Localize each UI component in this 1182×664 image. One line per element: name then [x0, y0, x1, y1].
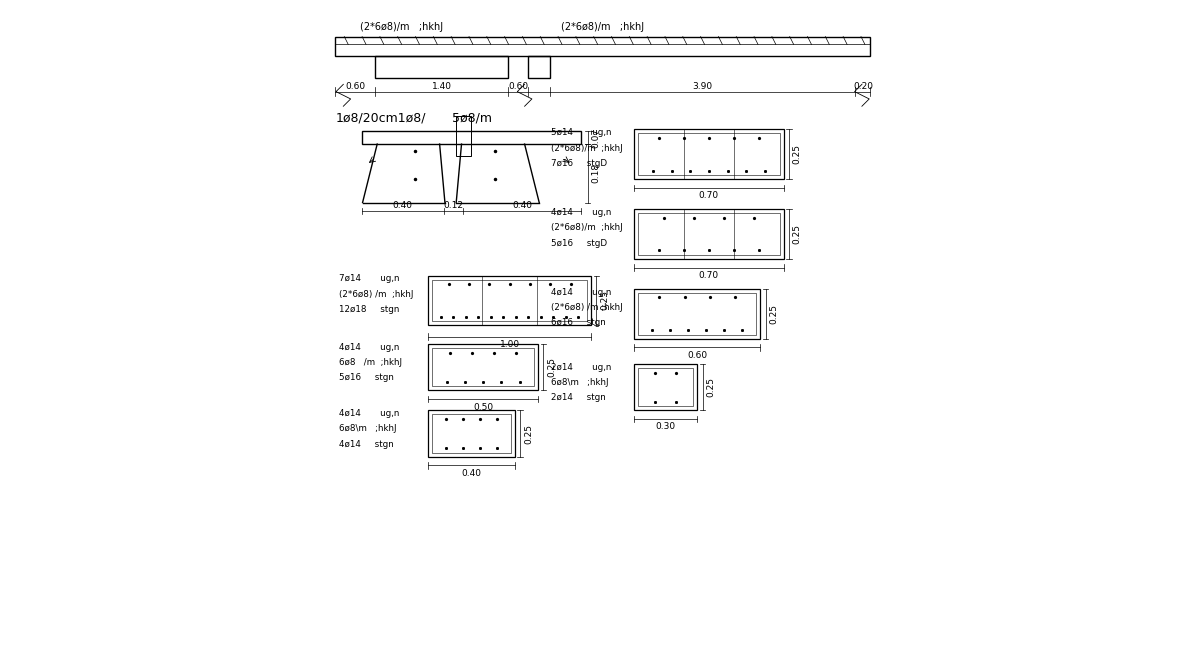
Bar [638, 293, 756, 335]
Bar [638, 368, 694, 406]
Text: 0.25: 0.25 [707, 377, 715, 397]
Text: 0.50: 0.50 [473, 402, 493, 412]
Text: 0.12: 0.12 [443, 201, 463, 210]
Text: 4ø14     stgn: 4ø14 stgn [339, 440, 394, 449]
Text: 0.20: 0.20 [853, 82, 873, 91]
Text: 0.25: 0.25 [769, 303, 779, 324]
Text: 1.00: 1.00 [500, 340, 520, 349]
Bar [375, 56, 508, 78]
Bar [528, 56, 550, 78]
Text: 0.25: 0.25 [547, 357, 557, 377]
Text: 0.25: 0.25 [793, 144, 801, 165]
Bar [336, 37, 870, 56]
Text: 4ø14       ug,n: 4ø14 ug,n [551, 208, 611, 217]
Text: (2*6ø8)/m   ;hkhJ: (2*6ø8)/m ;hkhJ [361, 21, 443, 32]
Bar [635, 209, 784, 259]
Text: 0.60: 0.60 [345, 82, 365, 91]
Text: 5ø16     stgn: 5ø16 stgn [339, 373, 394, 382]
Text: 0.60: 0.60 [687, 351, 707, 360]
Text: 0.25: 0.25 [793, 224, 801, 244]
Text: 0.25: 0.25 [524, 424, 533, 444]
Text: 6ø8   /m  ;hkhJ: 6ø8 /m ;hkhJ [339, 358, 402, 367]
Text: 5ø16     stgD: 5ø16 stgD [551, 238, 608, 248]
Bar [638, 213, 780, 255]
Text: 0.25: 0.25 [600, 290, 609, 311]
Bar [433, 348, 534, 386]
Text: 2ø14     stgn: 2ø14 stgn [551, 393, 606, 402]
Bar [635, 364, 697, 410]
Text: 6ø8\m   ;hkhJ: 6ø8\m ;hkhJ [339, 424, 396, 434]
Text: 0.18: 0.18 [592, 163, 600, 183]
Text: 6ø16     stgn: 6ø16 stgn [551, 318, 606, 327]
Bar [455, 116, 472, 156]
Bar [433, 414, 511, 453]
Text: 12ø18     stgn: 12ø18 stgn [339, 305, 400, 314]
Text: (2*6ø8)/m  ;hkhJ: (2*6ø8)/m ;hkhJ [551, 143, 623, 153]
Text: 6ø8\m   ;hkhJ: 6ø8\m ;hkhJ [551, 378, 609, 387]
Text: 0.60: 0.60 [508, 82, 528, 91]
Text: (2*6ø8)/m   ;hkhJ: (2*6ø8)/m ;hkhJ [561, 21, 644, 32]
Text: 0.70: 0.70 [699, 271, 719, 280]
Text: 3.90: 3.90 [693, 82, 713, 91]
Text: (2*6ø8) /m ;hkhJ: (2*6ø8) /m ;hkhJ [551, 303, 623, 312]
Text: 4ø14       ug,n: 4ø14 ug,n [551, 288, 611, 297]
Text: 0.07: 0.07 [592, 127, 600, 147]
Text: 0.40: 0.40 [392, 201, 413, 210]
Text: 0.40: 0.40 [461, 469, 481, 478]
Bar [635, 129, 784, 179]
Text: 1.40: 1.40 [431, 82, 452, 91]
Bar [428, 276, 591, 325]
Text: 4ø14       ug,n: 4ø14 ug,n [339, 409, 400, 418]
Bar [428, 410, 514, 457]
Bar [638, 133, 780, 175]
Text: 2ø14       ug,n: 2ø14 ug,n [551, 363, 611, 372]
Bar [362, 131, 582, 144]
Text: (2*6ø8) /m  ;hkhJ: (2*6ø8) /m ;hkhJ [339, 290, 413, 299]
Text: 1ø8/20cm1ø8/: 1ø8/20cm1ø8/ [336, 112, 426, 125]
Text: 0.70: 0.70 [699, 191, 719, 201]
Bar [433, 280, 587, 321]
Bar [428, 344, 538, 390]
Text: 7ø14       ug,n: 7ø14 ug,n [339, 274, 400, 284]
Bar [635, 289, 760, 339]
Text: 4ø14       ug,n: 4ø14 ug,n [339, 343, 400, 352]
Text: 5ø14       ug,n: 5ø14 ug,n [551, 128, 611, 137]
Text: 5ø8/m: 5ø8/m [452, 112, 492, 125]
Text: (2*6ø8)/m  ;hkhJ: (2*6ø8)/m ;hkhJ [551, 223, 623, 232]
Text: 7ø16     stgD: 7ø16 stgD [551, 159, 608, 168]
Text: 0.30: 0.30 [656, 422, 676, 432]
Text: 0.40: 0.40 [512, 201, 532, 210]
